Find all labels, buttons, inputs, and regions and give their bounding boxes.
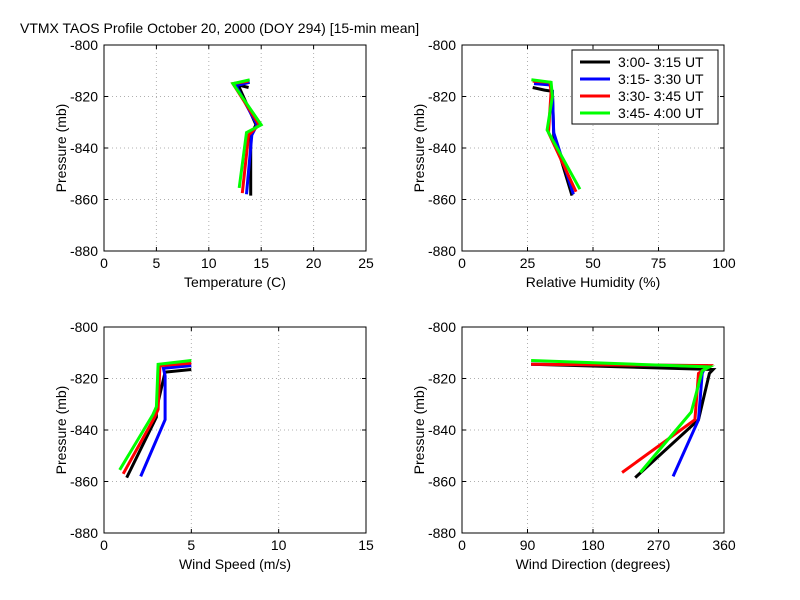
series-line-3-45-4-00-UT (230, 78, 264, 189)
x-tick-label: 10 (271, 537, 287, 553)
series-line-3-15-3-30-UT (531, 362, 709, 478)
x-tick-label: 25 (520, 255, 536, 271)
subplot-1: 0 5 10 15 20 25 -800 -820 -840 -860 -880 Temperatur… (53, 37, 374, 290)
x-axis-label: Relative Humidity (%) (526, 274, 661, 290)
x-tick-label: 360 (712, 537, 736, 553)
subplot-2: 0 25 50 75 100 -800 -820 -840 -860 -880 Relative H… (411, 37, 736, 290)
x-tick-label: 90 (520, 537, 536, 553)
y-axis-label: Pressure (mb) (53, 104, 69, 193)
y-tick-label: -800 (428, 37, 456, 53)
x-tick-label: 25 (358, 255, 374, 271)
subplot-3: 0 5 10 15 -800 -820 -840 -860 -880 Wind Speed (m/… (53, 319, 374, 572)
series-line-3-15-3-30-UT (139, 364, 192, 477)
y-tick-label: -840 (428, 422, 456, 438)
x-tick-label: 75 (651, 255, 667, 271)
x-tick-label: 50 (585, 255, 601, 271)
y-tick-label: -880 (428, 525, 456, 541)
legend-entry: 3:15- 3:30 UT (618, 71, 704, 87)
y-tick-label: -880 (70, 243, 98, 259)
x-tick-label: 10 (201, 255, 217, 271)
x-tick-label: 270 (647, 537, 671, 553)
axes-frame (461, 326, 725, 534)
subplot-4: 0 90 180 270 360 -800 -820 -840 -860 -880 Wind Dir… (411, 319, 736, 572)
x-axis-label: Wind Direction (degrees) (516, 556, 671, 572)
y-tick-label: -820 (70, 89, 98, 105)
legend-entry: 3:45- 4:00 UT (618, 105, 704, 121)
y-tick-label: -860 (428, 192, 456, 208)
y-tick-label: -820 (428, 371, 456, 387)
figure-title: VTMX TAOS Profile October 20, 2000 (DOY … (20, 20, 420, 36)
y-tick-label: -800 (428, 319, 456, 335)
y-tick-label: -840 (70, 140, 98, 156)
legend-entry: 3:00- 3:15 UT (618, 54, 704, 70)
y-tick-label: -880 (70, 525, 98, 541)
x-tick-label: 0 (100, 255, 108, 271)
x-tick-label: 5 (187, 537, 195, 553)
series-line-3-30-3-45-UT (121, 361, 192, 475)
y-tick-label: -880 (428, 243, 456, 259)
series-line-3-45-4-00-UT (531, 78, 582, 190)
x-tick-label: 100 (712, 255, 736, 271)
series-line-3-45-4-00-UT (531, 359, 715, 474)
y-tick-label: -860 (70, 192, 98, 208)
y-tick-label: -840 (428, 140, 456, 156)
y-tick-label: -860 (70, 474, 98, 490)
y-axis-label: Pressure (mb) (411, 386, 427, 475)
x-tick-label: 0 (100, 537, 108, 553)
legend-entry: 3:30- 3:45 UT (618, 88, 704, 104)
y-tick-label: -820 (70, 371, 98, 387)
y-axis-label: Pressure (mb) (411, 104, 427, 193)
x-tick-label: 5 (153, 255, 161, 271)
x-tick-label: 0 (458, 255, 466, 271)
y-tick-label: -860 (428, 474, 456, 490)
x-tick-label: 180 (581, 537, 605, 553)
axes-frame (103, 44, 367, 252)
y-axis-label: Pressure (mb) (53, 386, 69, 475)
x-tick-label: 0 (458, 537, 466, 553)
series-line-3-45-4-00-UT (118, 359, 192, 471)
y-tick-label: -800 (70, 319, 98, 335)
series-line-3-00-3-15-UT (531, 362, 717, 479)
y-tick-label: -840 (70, 422, 98, 438)
x-tick-label: 15 (358, 537, 374, 553)
x-tick-label: 20 (306, 255, 322, 271)
y-tick-label: -820 (428, 89, 456, 105)
y-tick-label: -800 (70, 37, 98, 53)
x-tick-label: 15 (253, 255, 269, 271)
x-axis-label: Temperature (C) (184, 274, 286, 290)
x-axis-label: Wind Speed (m/s) (179, 556, 291, 572)
